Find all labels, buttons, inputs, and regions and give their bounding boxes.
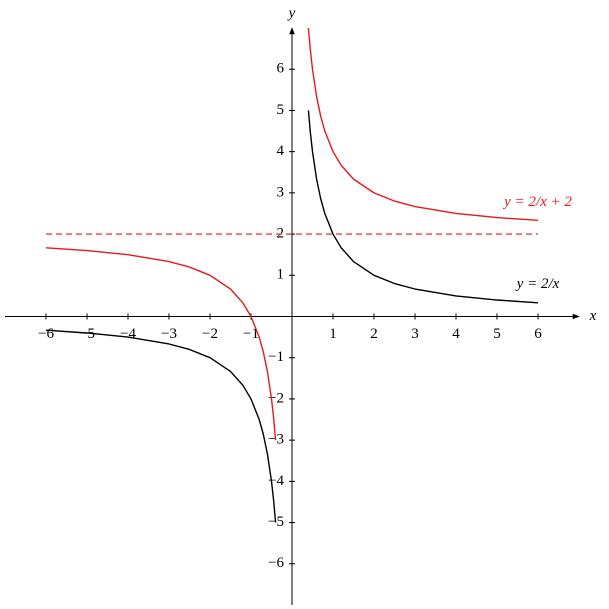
x-tick-label: 5	[493, 326, 501, 342]
x-tick-label: 6	[534, 326, 542, 342]
x-tick-label: 4	[452, 326, 460, 342]
x-tick-label: −6	[38, 326, 54, 342]
x-tick-label: 1	[329, 326, 337, 342]
y-tick-label: −1	[268, 349, 284, 365]
y-tick-label: 4	[277, 143, 285, 159]
y-tick-label: −6	[268, 555, 284, 571]
curve-label: y = 2/x	[515, 276, 560, 292]
curve	[45, 27, 539, 441]
x-tick-label: −2	[202, 326, 218, 342]
y-tick-label: 3	[277, 184, 285, 200]
x-tick-label: −5	[79, 326, 95, 342]
x-tick-label: −1	[243, 326, 259, 342]
y-tick-label: 1	[277, 267, 285, 283]
curve-label: y = 2/x + 2	[502, 194, 572, 210]
x-tick-label: −4	[120, 326, 136, 342]
y-tick-label: 6	[277, 61, 285, 77]
y-tick-label: 5	[277, 102, 285, 118]
x-tick-label: −3	[161, 326, 177, 342]
y-axis-label: y	[287, 5, 296, 21]
x-tick-label: 2	[370, 326, 378, 342]
curve	[45, 110, 539, 523]
x-tick-label: 3	[411, 326, 419, 342]
x-axis-label: x	[589, 308, 597, 324]
